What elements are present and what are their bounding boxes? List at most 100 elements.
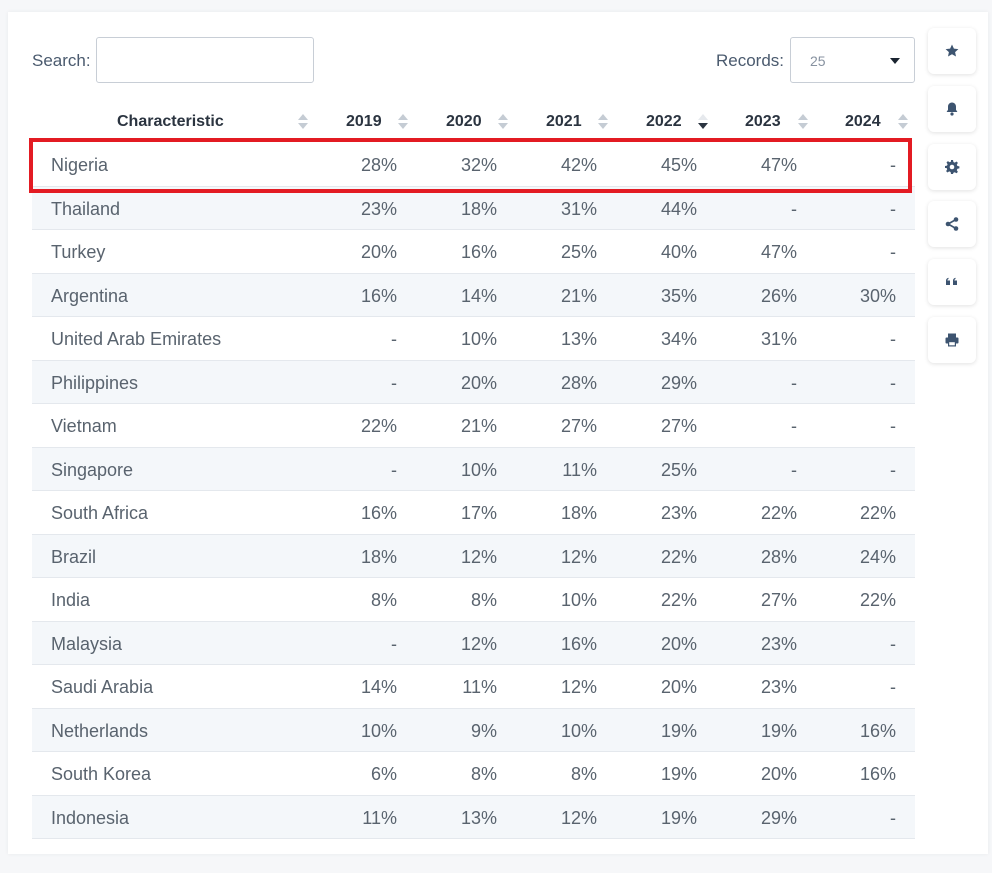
table-row: Saudi Arabia 14% 11% 12% 20% 23% - [32, 665, 915, 709]
sort-icon[interactable] [298, 114, 308, 131]
table-cell: 16% [560, 633, 597, 654]
table-cell: 16% [360, 503, 397, 523]
table-cell: 14% [360, 677, 397, 697]
row-label: Nigeria [51, 155, 109, 175]
table-header: Characteristic 2019 2020 2021 2022 2023 … [32, 100, 915, 143]
records-select[interactable]: 25 [790, 37, 915, 83]
table-cell: 11% [362, 807, 397, 828]
sort-icon[interactable] [498, 114, 508, 131]
row-label: Singapore [51, 459, 134, 480]
sort-descending-icon[interactable] [698, 114, 708, 131]
table-cell: 18% [360, 546, 397, 567]
favorite-button[interactable] [928, 28, 976, 74]
row-label: Philippines [51, 372, 139, 393]
table-cell: 13% [560, 329, 597, 349]
sort-icon[interactable] [898, 114, 908, 131]
table-cell: 25% [560, 242, 597, 262]
table-cell: 47% [760, 155, 797, 175]
table-cell: 18% [460, 198, 497, 219]
table-cell: 25% [660, 459, 697, 480]
table-cell: 23% [760, 677, 797, 697]
table-cell: 44% [660, 198, 697, 219]
table-cell: 27% [660, 416, 697, 436]
table-cell: - [791, 372, 797, 393]
table-body: Nigeria 28% 32% 42% 45% 47% - Thailand 23% 18% 31%… [32, 143, 915, 839]
table-cell: 28% [560, 372, 597, 393]
table-cell: - [791, 416, 797, 436]
sort-icon[interactable] [798, 114, 808, 131]
notification-button[interactable] [928, 86, 976, 132]
table-cell: - [890, 677, 896, 697]
table-row: Thailand 23% 18% 31% 44% - - [32, 186, 915, 230]
table-cell: 14% [460, 285, 497, 306]
table-cell: 10% [460, 459, 497, 480]
table-cell: 12% [460, 546, 497, 567]
cite-button[interactable] [928, 259, 976, 305]
sort-icon[interactable] [598, 114, 608, 131]
column-header-2020[interactable]: 2020 [446, 113, 482, 130]
table-cell: 28% [760, 546, 797, 567]
table-cell: 35% [660, 285, 697, 306]
table-row: Singapore - 10% 11% 25% - - [32, 447, 915, 491]
row-label: India [51, 590, 91, 610]
search-input[interactable] [96, 37, 314, 83]
table-cell: 47% [760, 242, 797, 262]
table-cell: 42% [560, 155, 597, 175]
settings-button[interactable] [928, 144, 976, 190]
print-button[interactable] [928, 317, 976, 363]
data-table: Characteristic 2019 2020 2021 2022 2023 … [32, 100, 915, 839]
column-header-2024[interactable]: 2024 [845, 113, 881, 130]
table-cell: 23% [760, 633, 797, 654]
table-cell: 16% [460, 242, 497, 262]
table-cell: 29% [660, 372, 697, 393]
table-cell: 8% [470, 764, 497, 784]
table-cell: 20% [660, 633, 697, 654]
table-row: Turkey 20% 16% 25% 40% 47% - [32, 230, 915, 274]
table-cell: 28% [360, 155, 397, 175]
table-cell: 45% [660, 155, 697, 175]
table-cell: 22% [360, 416, 397, 436]
table-cell: - [391, 633, 397, 654]
table-row: Malaysia - 12% 16% 20% 23% - [32, 621, 915, 665]
row-label: Turkey [51, 242, 106, 262]
table-cell: 10% [560, 720, 597, 741]
table-cell: - [391, 329, 397, 349]
table-cell: - [890, 155, 896, 175]
print-icon [945, 333, 959, 347]
table-row: United Arab Emirates - 10% 13% 34% 31% - [32, 317, 915, 361]
share-button[interactable] [928, 201, 976, 247]
column-header-2023[interactable]: 2023 [745, 113, 781, 130]
table-row: Nigeria 28% 32% 42% 45% 47% - [32, 143, 915, 187]
table-row: Brazil 18% 12% 12% 22% 28% 24% [32, 534, 915, 578]
table-cell: - [391, 372, 397, 393]
table-cell: 19% [660, 807, 697, 828]
table-cell: - [391, 459, 397, 480]
share-icon [945, 217, 959, 231]
bell-icon [946, 102, 958, 116]
table-cell: 16% [859, 720, 896, 741]
table-cell: 8% [370, 590, 397, 610]
row-label: South Africa [51, 503, 149, 523]
table-row: India 8% 8% 10% 22% 27% 22% [32, 578, 915, 622]
sort-icon[interactable] [398, 114, 408, 131]
table-cell: 10% [460, 329, 497, 349]
table-row: South Africa 16% 17% 18% 23% 22% 22% [32, 491, 915, 535]
table-cell: - [890, 459, 896, 480]
column-header-2019[interactable]: 2019 [346, 113, 382, 130]
search-label: Search: [32, 51, 91, 70]
column-header-2021[interactable]: 2021 [546, 113, 582, 130]
row-label: South Korea [51, 764, 152, 784]
column-header-characteristic[interactable]: Characteristic [117, 113, 224, 130]
table-cell: 8% [570, 764, 597, 784]
table-cell: 22% [760, 503, 797, 523]
table-cell: 24% [859, 546, 896, 567]
table-cell: 20% [760, 764, 797, 784]
row-label: Saudi Arabia [51, 677, 154, 697]
table-row: Vietnam 22% 21% 27% 27% - - [32, 404, 915, 448]
table-cell: 8% [470, 590, 497, 610]
quote-icon [946, 277, 957, 285]
table-cell: 40% [660, 242, 697, 262]
column-header-2022[interactable]: 2022 [646, 113, 682, 130]
row-label: United Arab Emirates [51, 329, 222, 349]
table-cell: 17% [460, 503, 497, 523]
